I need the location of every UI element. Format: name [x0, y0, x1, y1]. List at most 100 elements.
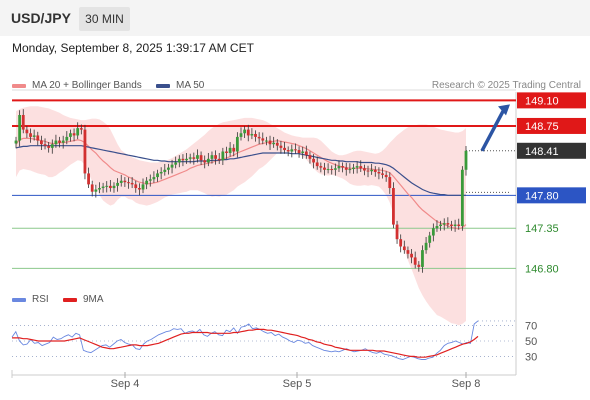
candle: [431, 228, 435, 236]
candle: [453, 224, 457, 227]
candle: [36, 135, 40, 141]
candle: [217, 158, 221, 161]
candle: [373, 169, 377, 172]
candle: [421, 250, 424, 267]
candle: [326, 169, 330, 171]
candle: [446, 223, 450, 225]
level-box-148.41: [517, 142, 586, 159]
legend-ma20: MA 20 + Bollinger Bands: [12, 80, 142, 91]
candle: [268, 140, 272, 145]
rsi-line: [11, 320, 479, 360]
candle: [301, 151, 305, 153]
candle: [148, 179, 152, 181]
candle: [221, 151, 225, 161]
x-tick-label: Sep 4: [111, 378, 140, 390]
candle: [167, 167, 170, 170]
bollinger-band: [16, 106, 466, 326]
candle: [290, 149, 294, 152]
candle: [214, 155, 217, 159]
candle: [283, 147, 286, 151]
candle: [83, 129, 87, 174]
candle: [279, 145, 283, 148]
candle: [185, 158, 188, 161]
ma20-line: [15, 137, 467, 230]
candle: [265, 140, 268, 142]
header-bar: USD/JPY 30 MIN: [0, 0, 590, 36]
level-label-146.80: 146.80: [525, 263, 559, 275]
candle: [101, 186, 105, 189]
forecast-arrow: [480, 108, 506, 152]
candle: [54, 140, 58, 145]
candle: [123, 180, 127, 183]
candle: [90, 184, 94, 192]
candle: [170, 164, 174, 168]
timeframe-button[interactable]: 30 MIN: [79, 7, 130, 31]
candle: [413, 257, 417, 265]
candle: [243, 129, 247, 134]
candle: [228, 147, 232, 153]
candle: [337, 166, 341, 169]
candle: [323, 167, 326, 170]
rsi-swatch: [12, 297, 26, 302]
candle: [69, 133, 72, 137]
candle: [388, 177, 392, 189]
candle: [225, 151, 228, 153]
candle: [410, 253, 413, 258]
candle: [188, 157, 192, 159]
candle: [359, 166, 363, 169]
candle: [127, 182, 130, 184]
legend-9ma-label: 9MA: [83, 294, 104, 305]
candle: [43, 144, 47, 146]
level-label-147.35: 147.35: [525, 223, 559, 235]
candle: [341, 166, 345, 168]
candle: [402, 246, 406, 251]
candle: [87, 173, 90, 185]
candle: [319, 166, 323, 168]
candle: [32, 135, 36, 137]
candle: [348, 169, 352, 171]
candle: [330, 169, 334, 171]
level-box-147.80: [517, 187, 586, 204]
legend-rsi-label: RSI: [32, 294, 49, 305]
candle: [464, 150, 468, 170]
candle: [177, 158, 181, 163]
candle: [417, 264, 421, 267]
level-label-149.10: 149.10: [525, 95, 559, 107]
candle: [130, 182, 134, 185]
rsi-tick-70: 70: [525, 321, 537, 333]
candle: [246, 129, 250, 136]
candle: [159, 171, 163, 174]
candle: [395, 224, 399, 240]
candle: [137, 188, 141, 190]
candle: [377, 171, 381, 174]
candle: [381, 173, 384, 175]
candle: [65, 136, 69, 141]
candle: [50, 144, 54, 148]
candle: [210, 155, 214, 159]
candle: [174, 162, 178, 165]
legend-rsi: RSI: [12, 294, 49, 305]
candle: [333, 168, 337, 170]
rsi-tick-50: 50: [525, 336, 537, 348]
candle: [272, 142, 276, 145]
candle: [344, 167, 348, 170]
rsi-9ma-line: [12, 328, 479, 358]
candle: [21, 114, 25, 130]
candle: [72, 133, 76, 136]
candle: [192, 157, 196, 159]
candle: [25, 129, 29, 134]
level-label-148.75: 148.75: [525, 121, 559, 133]
rsi-tick-30: 30: [525, 351, 537, 363]
candle: [428, 235, 432, 243]
candle: [450, 224, 453, 227]
candle: [370, 169, 374, 172]
candle: [232, 147, 236, 152]
ma20-swatch: [12, 83, 26, 88]
candle: [435, 226, 439, 229]
instrument-title: USD/JPY: [11, 10, 71, 26]
candle: [94, 189, 98, 192]
level-label-148.41: 148.41: [525, 146, 559, 158]
candle: [116, 182, 120, 186]
timestamp: Monday, September 8, 2025 1:39:17 AM CET: [12, 41, 254, 55]
candle: [152, 177, 156, 180]
